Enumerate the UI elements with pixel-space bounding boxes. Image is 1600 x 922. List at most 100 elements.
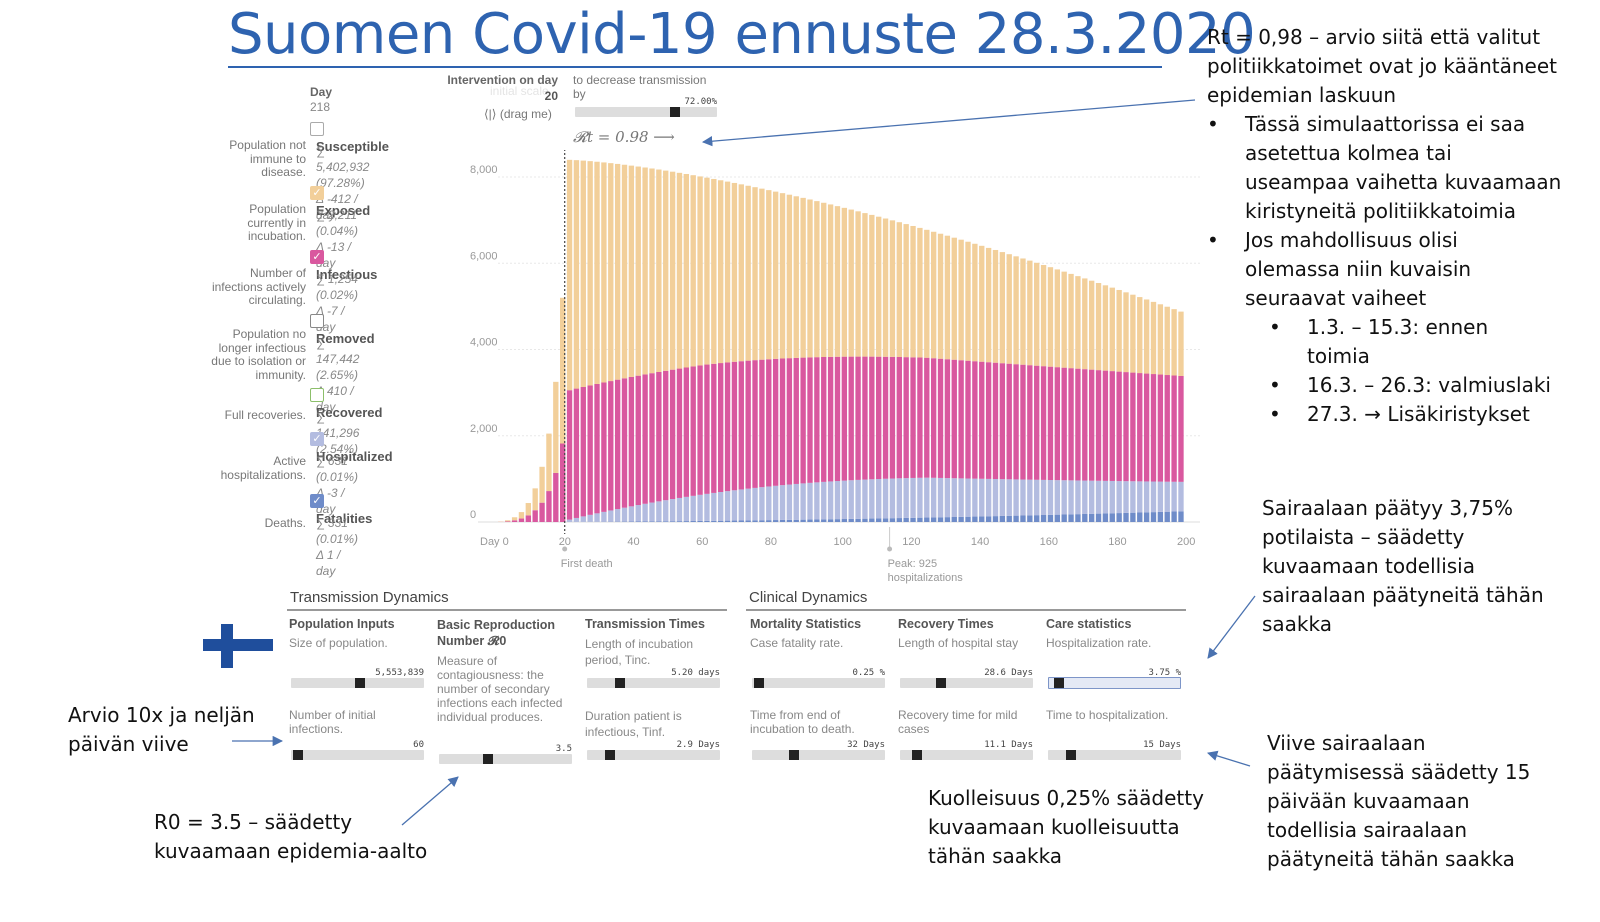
legend-item-hospitalized[interactable]: ✓ Hospitalized xyxy=(310,430,393,466)
bar-fatalities xyxy=(896,518,902,522)
slider-knob[interactable] xyxy=(615,678,625,688)
bar-infectious xyxy=(800,357,806,484)
bar-infectious xyxy=(1150,374,1157,482)
legend-values: ∑ 141,296 (2.54%) xyxy=(316,409,359,457)
legend-values: ∑ 331 (0.01%) Δ 1 / day xyxy=(316,515,358,579)
checkbox-icon[interactable]: ✓ xyxy=(310,431,324,446)
decrease-knob[interactable] xyxy=(670,107,680,117)
time-to-death-slider[interactable]: 32 Days xyxy=(752,740,885,762)
bar-hospitalized xyxy=(779,485,786,520)
legend-item-infectious[interactable]: ✓ Infectious xyxy=(310,248,377,284)
slider-knob[interactable] xyxy=(912,750,922,760)
bar-exposed xyxy=(539,466,545,503)
legend-delta: Δ -13 / day xyxy=(316,240,351,270)
time-to-hospitalization-slider[interactable]: 15 Days xyxy=(1048,740,1181,762)
bar-fatalities xyxy=(1075,514,1081,522)
bar-fatalities xyxy=(752,520,758,522)
bar-infectious xyxy=(882,356,889,479)
bar-infectious xyxy=(786,358,793,485)
bar-hospitalized xyxy=(924,477,930,518)
bar-infectious xyxy=(869,356,875,480)
bar-exposed xyxy=(1164,306,1170,376)
bar-hospitalized xyxy=(807,482,813,520)
slider-value: 5.20 days xyxy=(671,668,720,678)
slider-knob[interactable] xyxy=(1054,678,1064,688)
bar-infectious xyxy=(1123,372,1129,482)
bar-exposed xyxy=(772,191,779,359)
bar-exposed xyxy=(505,520,511,522)
bar-fatalities xyxy=(1013,515,1019,522)
slider-track xyxy=(587,750,720,760)
bar-exposed xyxy=(683,173,690,368)
slider-knob[interactable] xyxy=(936,678,946,688)
bar-infectious xyxy=(724,362,731,492)
x-tick-label: 180 xyxy=(1108,536,1126,548)
slider-knob[interactable] xyxy=(355,678,365,688)
bar-fatalities xyxy=(862,518,868,522)
slider-track xyxy=(587,678,720,688)
legend-values: ∑ 1,254 (0.02%) Δ -7 / day xyxy=(316,271,358,335)
checkbox-icon[interactable] xyxy=(310,387,324,402)
decrease-slider[interactable]: 72.00% xyxy=(575,97,717,119)
clinical-rule xyxy=(746,609,1186,611)
infectious-duration-slider[interactable]: 2.9 Days xyxy=(587,740,720,762)
bar-fatalities xyxy=(738,520,744,522)
slider-knob[interactable] xyxy=(483,754,493,764)
bar-infectious xyxy=(862,356,868,480)
r0-note: R0 = 3.5 – säädetty kuvaamaan epidemia-aa… xyxy=(154,810,428,863)
bar-infectious xyxy=(704,364,710,494)
checkbox-icon[interactable]: ✓ xyxy=(310,249,324,264)
recovery-sub: Length of hospital stay xyxy=(898,636,1019,650)
population-slider[interactable]: 5,553,839 xyxy=(291,668,424,690)
bar-fatalities xyxy=(903,517,909,522)
slider-knob[interactable] xyxy=(605,750,615,760)
mild-recovery-slider[interactable]: 11.1 Days xyxy=(900,740,1033,762)
slider-track xyxy=(1048,677,1181,689)
legend-item-removed[interactable]: Removed xyxy=(310,312,375,348)
bar-infectious xyxy=(505,521,511,522)
bar-fatalities xyxy=(1137,512,1143,522)
bar-hospitalized xyxy=(1061,480,1067,515)
slider-knob[interactable] xyxy=(754,678,764,688)
bar-hospitalized xyxy=(910,477,916,518)
incubation-slider[interactable]: 5.20 days xyxy=(587,668,720,690)
drag-handle[interactable]: ⟨|⟩ (drag me) xyxy=(484,107,552,121)
bar-infectious xyxy=(532,510,538,522)
bar-hospitalized xyxy=(1178,481,1184,512)
checkbox-icon[interactable] xyxy=(310,121,324,136)
sub-bullet-symbol: • xyxy=(1269,373,1281,397)
bar-infectious xyxy=(917,357,923,478)
bar-infectious xyxy=(1143,373,1150,482)
legend-description: Full recoveries. xyxy=(224,408,306,422)
legend-item-recovered[interactable]: Recovered xyxy=(310,386,382,422)
slider-value: 11.1 Days xyxy=(984,740,1033,750)
times-head: Transmission Times xyxy=(585,617,705,631)
bar-hospitalized xyxy=(587,514,593,522)
slider-value: 3.75 % xyxy=(1148,668,1181,678)
checkbox-icon[interactable] xyxy=(310,313,324,328)
initial-infections-slider[interactable]: 60 xyxy=(291,740,424,762)
r0-slider[interactable]: 3.5 xyxy=(439,744,572,766)
legend-sum: ∑ 2,211 (0.04%) xyxy=(316,208,359,238)
legend-item-exposed[interactable]: ✓ Exposed xyxy=(310,184,370,220)
bar-exposed xyxy=(1047,267,1054,367)
slider-knob[interactable] xyxy=(789,750,799,760)
legend-item-fatalities[interactable]: ✓ Fatalities xyxy=(310,492,372,528)
slider-knob[interactable] xyxy=(293,750,303,760)
hospitalization-rate-slider[interactable]: 3.75 % xyxy=(1048,668,1181,690)
bar-fatalities xyxy=(848,518,854,522)
slider-track xyxy=(1048,750,1181,760)
bar-hospitalized xyxy=(759,487,765,521)
bar-infectious xyxy=(518,518,525,522)
checkbox-icon[interactable]: ✓ xyxy=(310,185,324,200)
slider-knob[interactable] xyxy=(1066,750,1076,760)
legend-item-susceptible[interactable]: Susceptible xyxy=(310,120,389,156)
bar-hospitalized xyxy=(731,490,738,521)
fatality-rate-slider[interactable]: 0.25 % xyxy=(752,668,885,690)
sub-bullet-symbol: • xyxy=(1269,402,1281,426)
bar-exposed xyxy=(1095,283,1102,371)
hospital-stay-slider[interactable]: 28.6 Days xyxy=(900,668,1033,690)
bar-hospitalized xyxy=(635,505,641,522)
bar-infectious xyxy=(1013,364,1019,480)
checkbox-icon[interactable]: ✓ xyxy=(310,493,324,508)
